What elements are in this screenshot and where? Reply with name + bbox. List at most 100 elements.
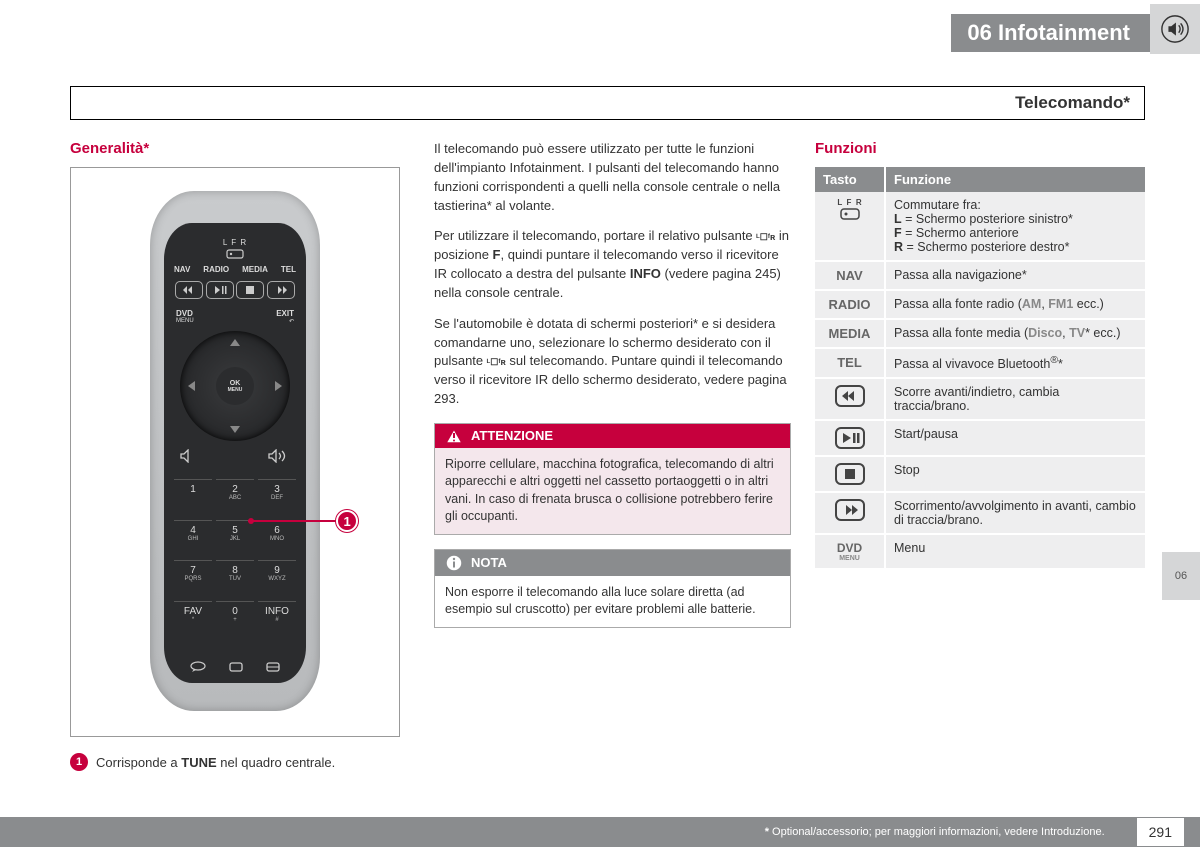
keypad-key: 2ABC [216,479,254,516]
page-header: 06 Infotainment [0,16,1200,50]
numeric-keypad: 12ABC3DEF 4GHI5JKL6MNO 7PQRS8TUV9WXYZ FAV*0… [164,473,306,643]
func-cell: Scorre avanti/indietro, cambia traccia/b… [885,378,1145,420]
table-row: L F RCommutare fra:L = Schermo posterior… [815,192,1145,261]
callout-line [248,520,338,522]
table-row: TELPassa al vivavoce Bluetooth®* [815,348,1145,378]
vol-up-icon [268,449,290,463]
func-cell: Menu [885,534,1145,569]
lfr-switch: L F R [164,233,306,263]
vol-down-icon [180,449,198,463]
keypad-key: 4GHI [174,520,212,557]
rect2-icon [265,661,281,673]
para-1: Il telecomando può essere utilizzato per… [434,140,791,215]
speaker-circle-icon [1160,14,1190,44]
rew-icon [815,378,885,420]
chapter-side-tab: 06 [1162,552,1200,600]
func-cell: Commutare fra:L = Schermo posteriore sin… [885,192,1145,261]
footer-note: * Optional/accessorio; per maggiori info… [765,826,1105,838]
func-cell: Passa alla fonte radio (AM, FM1 ecc.) [885,290,1145,319]
transport-row [164,281,306,299]
remote-face: L F R NAV RADIO MEDIA TEL [164,223,306,683]
key-label: NAV [815,261,885,290]
column-description: Il telecomando può essere utilizzato per… [434,140,791,797]
func-cell: Passa alla fonte media (Disco, TV* ecc.) [885,319,1145,348]
content-columns: Generalità* L F R NAV RADIO MEDIA TEL [70,140,1145,797]
func-cell: Scorrimento/avvolgimento in avanti, camb… [885,492,1145,534]
playpause-icon [206,281,234,299]
page-footer: * Optional/accessorio; per maggiori info… [0,817,1200,847]
keypad-key: INFO# [258,601,296,638]
legend-badge: 1 [70,753,88,771]
keypad-key: 5JKL [216,520,254,557]
func-cell: Stop [885,456,1145,492]
figure-legend: 1 Corrisponde a TUNE nel quadro centrale… [70,753,410,771]
exit-label: EXIT↶ [276,309,294,325]
table-row: Stop [815,456,1145,492]
heading-generalita: Generalità* [70,140,410,157]
keypad-key: FAV* [174,601,212,638]
th-tasto: Tasto [815,167,885,192]
chapter-title: 06 Infotainment [951,14,1150,52]
dpad: OK MENU [180,331,290,441]
keypad-key: 8TUV [216,560,254,597]
table-row: Start/pausa [815,420,1145,456]
section-title: Telecomando* [70,86,1145,120]
keypad-key: 1 [174,479,212,516]
column-general: Generalità* L F R NAV RADIO MEDIA TEL [70,140,410,797]
info-circle-icon [445,554,463,572]
callout-badge: 1 [336,510,358,532]
table-row: MEDIAPassa alla fonte media (Disco, TV* … [815,319,1145,348]
note-head: NOTA [435,550,790,576]
nav-source-row: NAV RADIO MEDIA TEL [164,265,306,274]
table-row: Scorrimento/avvolgimento in avanti, camb… [815,492,1145,534]
keypad-key: 6MNO [258,520,296,557]
forward-icon [267,281,295,299]
legend-text: Corrisponde a TUNE nel quadro centrale. [96,755,335,770]
table-row: RADIOPassa alla fonte radio (AM, FM1 ecc… [815,290,1145,319]
functions-table: Tasto Funzione L F RCommutare fra:L = Sc… [815,167,1145,570]
play-icon [815,420,885,456]
warning-head: ATTENZIONE [435,424,790,448]
bottom-icon-row [164,661,306,673]
note-body: Non esporre il telecomando alla luce sol… [435,576,790,627]
para-2: Per utilizzare il telecomando, portare i… [434,227,791,302]
key-label: TEL [815,348,885,378]
rewind-icon [175,281,203,299]
note-box: NOTA Non esporre il telecomando alla luc… [434,549,791,628]
dvd-menu-label: DVDMENU [176,309,194,325]
table-row: Scorre avanti/indietro, cambia traccia/b… [815,378,1145,420]
lfr-icon: L F R [815,192,885,261]
dvd-menu-label: DVDMENU [815,534,885,569]
warning-box: ATTENZIONE Riporre cellulare, macchina f… [434,423,791,535]
th-funzione: Funzione [885,167,1145,192]
warning-body: Riporre cellulare, macchina fotografica,… [435,448,790,534]
stop-icon [815,456,885,492]
table-row: NAVPassa alla navigazione* [815,261,1145,290]
screen-select-icon [224,248,246,260]
keypad-key: 7PQRS [174,560,212,597]
remote-figure: L F R NAV RADIO MEDIA TEL [70,167,400,737]
heading-funzioni: Funzioni [815,140,1145,157]
keypad-key: 0+ [216,601,254,638]
remote-body: L F R NAV RADIO MEDIA TEL [150,191,320,711]
func-cell: Passa al vivavoce Bluetooth®* [885,348,1145,378]
volume-row [164,449,306,463]
fwd-icon [815,492,885,534]
key-label: RADIO [815,290,885,319]
func-cell: Start/pausa [885,420,1145,456]
keypad-key: 9WXYZ [258,560,296,597]
func-cell: Passa alla navigazione* [885,261,1145,290]
rect1-icon [228,661,244,673]
page-number: 291 [1137,818,1184,846]
stop-icon [236,281,264,299]
speech-icon [189,661,207,673]
audio-icon-box [1150,4,1200,54]
keypad-key: 3DEF [258,479,296,516]
ok-menu-button: OK MENU [216,367,254,405]
para-3: Se l'automobile è dotata di schermi post… [434,315,791,409]
column-functions: Funzioni Tasto Funzione L F RCommutare f… [815,140,1145,797]
warning-triangle-icon [445,428,463,444]
key-label: MEDIA [815,319,885,348]
table-row: DVDMENUMenu [815,534,1145,569]
dvd-exit-row: DVDMENU EXIT↶ [164,309,306,325]
